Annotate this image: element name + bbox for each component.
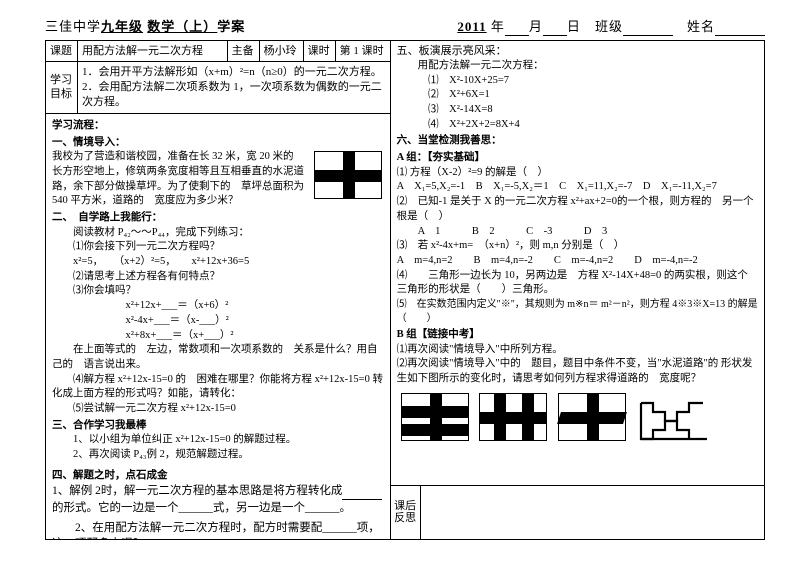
suffix: 学案 [217, 19, 245, 34]
sec6-a1-opts: A X₁=5,X₂=-1 B X₁=-5,X₂＝1 C X₁=11,X₂=-7 … [397, 180, 758, 195]
info-row1: 课题 用配方法解一元二次方程 主备 杨小玲 课时 第 1 课时 [46, 41, 390, 63]
sec6-a-title: A 组：【夯实基础】 [397, 151, 758, 166]
class-blank [623, 22, 673, 36]
m-lbl: 月 [529, 19, 543, 34]
sec2-eq3: x²+8x+___＝（x+___）² [52, 329, 384, 344]
sec2-note: 在上面等式的 左边，常数项和一次项系数的 关系是什么？用自己的 语言说出来。 [52, 343, 384, 372]
d-lbl: 日 [567, 19, 581, 34]
school-name: 三佳中学 [45, 19, 101, 34]
sec5-e4: ⑷ X²+2X+2=8X+4 [397, 118, 758, 133]
left-column: 课题 用配方法解一元二次方程 主备 杨小玲 课时 第 1 课时 学习 目标 1．… [46, 41, 391, 539]
sec5-title: 五、板演展示亮风采： [397, 44, 758, 59]
reflection-row: 课后 反思 [391, 485, 764, 539]
sec6-a4: ⑷ 三角形一边长为 10，另两边是 方程 X²-14X+48=0 的两实根，则这… [397, 269, 758, 298]
sec4-1b: 的形式。它的一边是一个______式，另一边是一个______。 [52, 500, 384, 516]
sec5-e1: ⑴ X²-10X+25=7 [397, 74, 758, 89]
sec2-eq1: x²+12x+___＝（x+6）² [52, 299, 384, 314]
name-lbl: 姓名 [687, 19, 715, 34]
sec6-b1: ⑴再次阅读"情境导入"中所列方程。 [397, 343, 758, 358]
diagram-b [479, 393, 547, 441]
sec3-title: 三、合作学习我最棒 [52, 419, 384, 434]
diagram-c [558, 393, 626, 441]
sec1-title: 一、情境导入： [52, 136, 384, 151]
flow-title: 学习流程： [52, 119, 384, 134]
subject: 数学（上） [147, 19, 217, 34]
diagram-a [401, 393, 469, 441]
sec2-q2: ⑵请思考上述方程各有何特点？ [52, 270, 384, 285]
left-content: 学习流程： 一、情境导入： 我校为了营造和谐校园，准备在长 32 米，宽 20 … [46, 114, 390, 539]
sec5-e3: ⑶ X²-14X=8 [397, 103, 758, 118]
right-content: 五、板演展示亮风采： 用配方法解一元二次方程： ⑴ X²-10X+25=7 ⑵ … [391, 41, 764, 539]
sec2-q5: ⑸尝试解一元二次方程 x²+12x-15=0 [52, 402, 384, 417]
grade: 九年级 [101, 19, 143, 34]
cell-author-lbl: 主备 [228, 41, 260, 62]
sec2-read: 阅读教材 P₄₂～～P₄₄，完成下列练习： [52, 226, 384, 241]
cell-period-lbl: 课时 [304, 41, 336, 62]
reflection-label: 课后 反思 [391, 486, 421, 539]
sec6-a1: ⑴ 方程（X-2）²=9 的解是（ ） [397, 166, 758, 181]
sec6-a3: ⑶ 若 x²-4x+m= （x+n）²，则 m,n 分别是（ ） [397, 239, 758, 254]
y-lbl: 年 [491, 19, 505, 34]
sec6-a2: ⑵ 已知-1 是关于 X 的一元二次方程 x²+ax+2=0的一个根，则方程的 … [397, 195, 758, 224]
cell-topic: 用配方法解一元二次方程 [78, 41, 228, 62]
reflection-space [421, 486, 764, 539]
year: 2011 [457, 19, 486, 34]
cell-topic-lbl: 课题 [46, 41, 78, 62]
cell-goal-lbl: 学习 目标 [46, 62, 78, 113]
sec2-title: 二、 自学路上我能行： [52, 211, 384, 226]
sec6-b-title: B 组【链接中考】 [397, 328, 758, 343]
sec1-body: 我校为了营造和谐校园，准备在长 32 米，宽 20 米的 长方形空地上，修筑两条… [52, 151, 304, 206]
sec6-a2-opts: A 1 B 2 C -3 D 3 [397, 225, 758, 240]
sec6-a5: ⑸ 在实数范围内定义"※"，其规则为 m※n＝ m²－n²，则方程 4※3※X=… [397, 298, 758, 326]
sec4-1a: 1、解例 2时，解一元二次方程的基本思路是将方程转化成 [52, 485, 342, 497]
sec4-title: 四、解题之时，点石成金 [52, 469, 384, 484]
sec5-e2: ⑵ X²+6X=1 [397, 88, 758, 103]
sec2-eq2: x²-4x+___＝（x-___）² [52, 314, 384, 329]
info-row2: 学习 目标 1．会用开平方法解形如（x+m）²=n（n≥0）的一元二次方程。 2… [46, 62, 390, 114]
month-blank [505, 22, 529, 36]
worksheet: 课题 用配方法解一元二次方程 主备 杨小玲 课时 第 1 课时 学习 目标 1．… [45, 40, 765, 540]
sec3-1: 1、以小组为单位纠正 x²+12x-15=0 的解题过程。 [52, 433, 384, 448]
sec6-a3-opts: A m=4,n=2 B m=4,n=-2 C m=-4,n=2 D m=-4,n… [397, 254, 758, 269]
blank-1 [342, 489, 382, 500]
right-column: 五、板演展示亮风采： 用配方法解一元二次方程： ⑴ X²-10X+25=7 ⑵ … [391, 41, 764, 539]
sec2-q1: ⑴你会接下列一元二次方程吗？ [52, 240, 384, 255]
sec2-q3: ⑶你会填吗？ [52, 284, 384, 299]
diagram-row [397, 391, 758, 443]
sec6-b2: ⑵再次阅读"情境导入"中的 题目，题目中条件不变，当"水泥道路"的 形状发生如下… [397, 357, 758, 386]
cell-author: 杨小玲 [260, 41, 304, 62]
cell-goal: 1．会用开平方法解形如（x+m）²=n（n≥0）的一元二次方程。 2．会用配方法… [78, 62, 390, 113]
day-blank [543, 22, 567, 36]
diagram-d [637, 393, 707, 441]
diagram-cross-1 [314, 151, 382, 199]
sec5-lead: 用配方法解一元二次方程： [397, 59, 758, 74]
sec4-2: 2、在用配方法解一元二次方程时，配方时需要配______项，这一项配多大呢？ [52, 520, 384, 539]
sec3-2: 2、再次阅读 P₄₃例 2，规范解题过程。 [52, 448, 384, 463]
name-blank [715, 22, 765, 36]
sec2-q1a: x²=5， （x+2）²=5， x²+12x+36=5 [52, 255, 384, 270]
sec2-q4: ⑷解方程 x²+12x-15=0 的 困难在哪里？你能将方程 x²+12x-15… [52, 373, 384, 402]
sec6-title: 六、当堂检测我善思： [397, 134, 758, 149]
cell-period: 第 1 课时 [336, 41, 390, 62]
class-lbl: 班级 [595, 19, 623, 34]
date-block: 2011 年 月 日 班级 姓名 [457, 18, 765, 36]
